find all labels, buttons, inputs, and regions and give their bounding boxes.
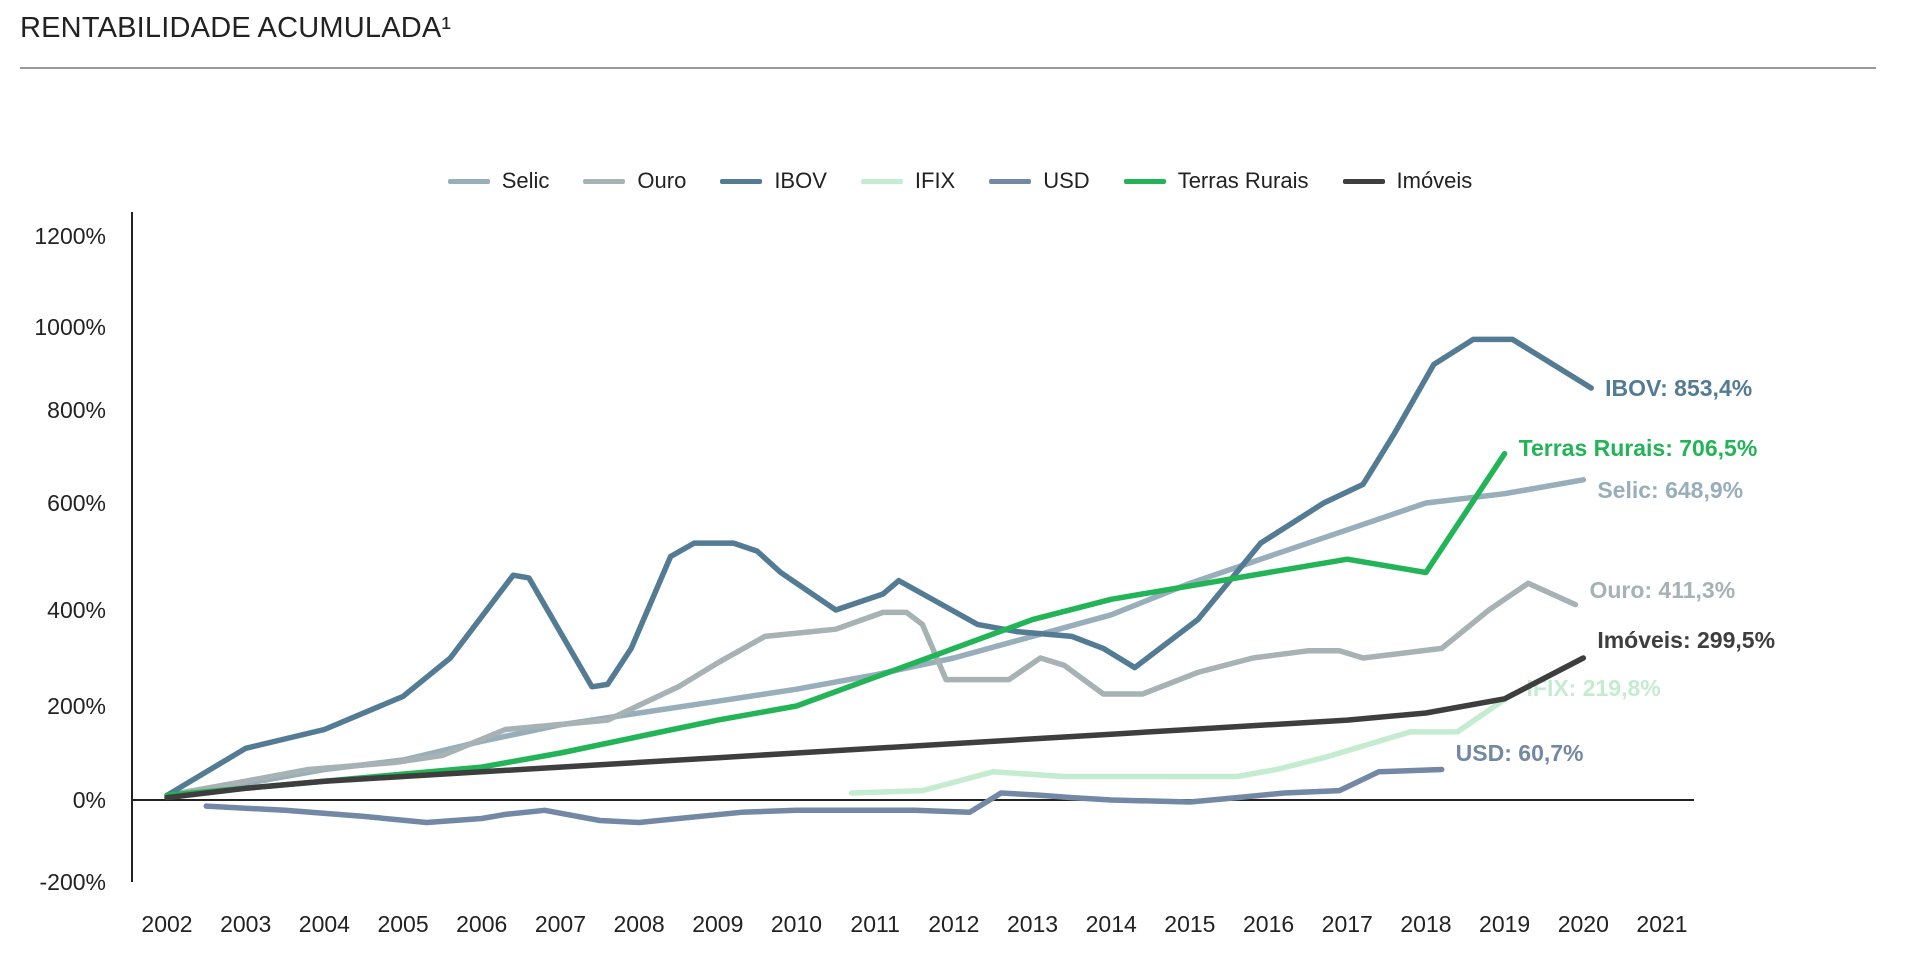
x-tick-label: 2020 <box>1558 911 1609 937</box>
y-tick-label: 600% <box>47 490 106 516</box>
legend-label: USD <box>1043 168 1090 193</box>
x-tick-label: 2004 <box>299 911 350 937</box>
end-label-ifix: IFIX: 219,8% <box>1527 675 1661 701</box>
legend-label: Terras Rurais <box>1177 168 1309 193</box>
x-tick-label: 2014 <box>1086 911 1137 937</box>
y-tick-label: 400% <box>47 597 106 623</box>
x-tick-label: 2003 <box>220 911 271 937</box>
x-tick-label: 2019 <box>1479 911 1530 937</box>
legend-item: IFIX <box>860 168 956 194</box>
series-line-terras-rurais <box>164 450 1508 799</box>
legend-item: Terras Rurais <box>1123 168 1309 194</box>
x-tick-label: 2012 <box>928 911 979 937</box>
y-tick-label: 800% <box>47 397 106 423</box>
legend-swatch <box>860 178 903 184</box>
x-tick-label: 2011 <box>850 911 899 937</box>
end-label-terras-rurais: Terras Rurais: 706,5% <box>1519 435 1758 461</box>
series-line-ibov <box>164 336 1594 799</box>
y-tick-label: 200% <box>47 693 106 719</box>
legend-swatch <box>447 178 490 184</box>
legend-label: IFIX <box>914 168 956 193</box>
series-line-usd <box>203 766 1445 826</box>
legend-swatch <box>1342 178 1385 184</box>
end-label-selic: Selic: 648,9% <box>1597 477 1743 503</box>
legend-swatch <box>1123 178 1166 184</box>
legend-item: Imóveis <box>1342 168 1473 194</box>
legend-item: IBOV <box>720 168 827 194</box>
x-tick-label: 2008 <box>614 911 665 937</box>
legend-label: IBOV <box>774 168 827 193</box>
x-tick-label: 2015 <box>1164 911 1215 937</box>
series-line-im-veis <box>164 655 1587 801</box>
x-tick-label: 2013 <box>1007 911 1058 937</box>
x-tick-label: 2018 <box>1400 911 1451 937</box>
x-tick-label: 2007 <box>535 911 586 937</box>
end-label-ouro: Ouro: 411,3% <box>1589 577 1735 603</box>
legend-swatch <box>583 178 626 184</box>
series-line-ifix <box>848 691 1516 796</box>
series-line-ouro <box>164 580 1579 799</box>
x-tick-label: 2006 <box>456 911 507 937</box>
legend-item: Ouro <box>583 168 686 194</box>
legend-label: Ouro <box>637 168 687 193</box>
x-tick-label: 2017 <box>1322 911 1373 937</box>
x-tick-label: 2016 <box>1243 911 1294 937</box>
x-tick-label: 2005 <box>377 911 428 937</box>
chart-legend: Selic Ouro IBOV IFIX USD Terras Rurais Imóveis <box>0 168 1920 194</box>
legend-swatch <box>989 178 1032 184</box>
legend-label: Imóveis <box>1396 168 1473 193</box>
legend-item: USD <box>989 168 1090 194</box>
page-title: RENTABILIDADE ACUMULADA¹ <box>20 12 452 44</box>
legend-swatch <box>720 178 763 184</box>
end-label-im-veis: Imóveis: 299,5% <box>1597 627 1775 653</box>
end-label-usd: USD: 60,7% <box>1456 740 1584 766</box>
x-tick-label: 2010 <box>771 911 822 937</box>
title-divider <box>20 67 1876 69</box>
x-tick-label: 2002 <box>141 911 192 937</box>
legend-item: Selic <box>447 168 550 194</box>
y-tick-label: 1000% <box>34 314 106 340</box>
legend-label: Selic <box>501 168 550 193</box>
y-tick-label: 1200% <box>34 223 106 249</box>
y-tick-label: -200% <box>40 869 106 895</box>
x-tick-label: 2021 <box>1636 911 1687 937</box>
x-tick-label: 2009 <box>692 911 743 937</box>
end-label-ibov: IBOV: 853,4% <box>1605 375 1752 401</box>
y-tick-label: 0% <box>73 787 106 813</box>
